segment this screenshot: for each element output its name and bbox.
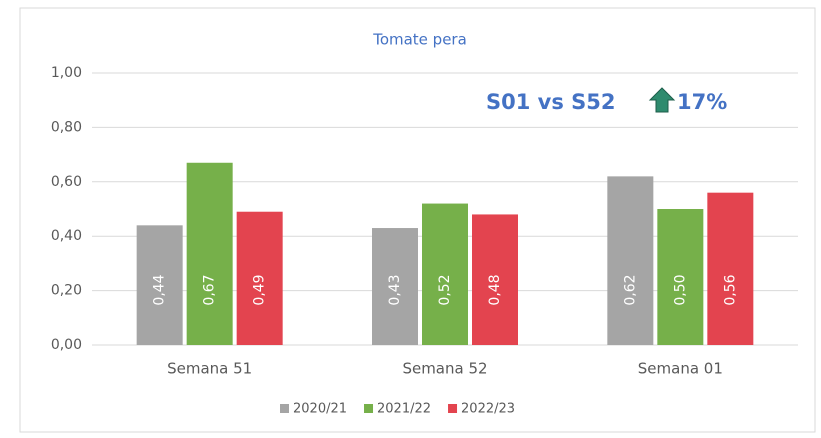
data-label: 0,62 <box>622 274 638 305</box>
bar <box>372 228 418 345</box>
bar <box>707 192 754 345</box>
legend-label: 2021/22 <box>377 402 431 417</box>
x-tick-label: Semana 01 <box>638 360 723 378</box>
bar <box>657 209 704 345</box>
y-tick-label: 1,00 <box>51 65 82 81</box>
data-label: 0,52 <box>437 274 453 305</box>
legend-label: 2020/21 <box>293 402 347 417</box>
data-label: 0,56 <box>722 274 738 305</box>
y-tick-label: 0,60 <box>51 174 82 190</box>
bar <box>472 214 518 345</box>
up-arrow-icon <box>648 87 676 113</box>
y-tick-label: 0,20 <box>51 283 82 299</box>
y-tick-label: 0,00 <box>51 337 82 353</box>
legend-swatch <box>364 404 374 413</box>
data-label: 0,50 <box>672 274 688 305</box>
bar <box>236 211 283 345</box>
y-tick-label: 0,80 <box>51 119 82 135</box>
data-label: 0,44 <box>152 274 168 305</box>
annotation: S01 vs S52 <box>486 90 616 114</box>
x-tick-label: Semana 52 <box>402 360 487 378</box>
data-label: 0,43 <box>387 274 403 305</box>
annotation: 17% <box>677 90 727 114</box>
chart-title: Tomate pera <box>372 31 467 49</box>
bar <box>186 162 233 345</box>
legend-swatch <box>448 404 458 413</box>
data-label: 0,67 <box>202 274 218 305</box>
bar <box>422 203 468 345</box>
y-tick-label: 0,40 <box>51 228 82 244</box>
x-tick-label: Semana 51 <box>167 360 252 378</box>
legend-label: 2022/23 <box>461 402 515 417</box>
data-label: 0,48 <box>487 274 503 305</box>
legend-swatch <box>280 404 289 413</box>
bar <box>136 225 183 345</box>
bar <box>607 176 654 345</box>
data-label: 0,49 <box>252 274 268 305</box>
